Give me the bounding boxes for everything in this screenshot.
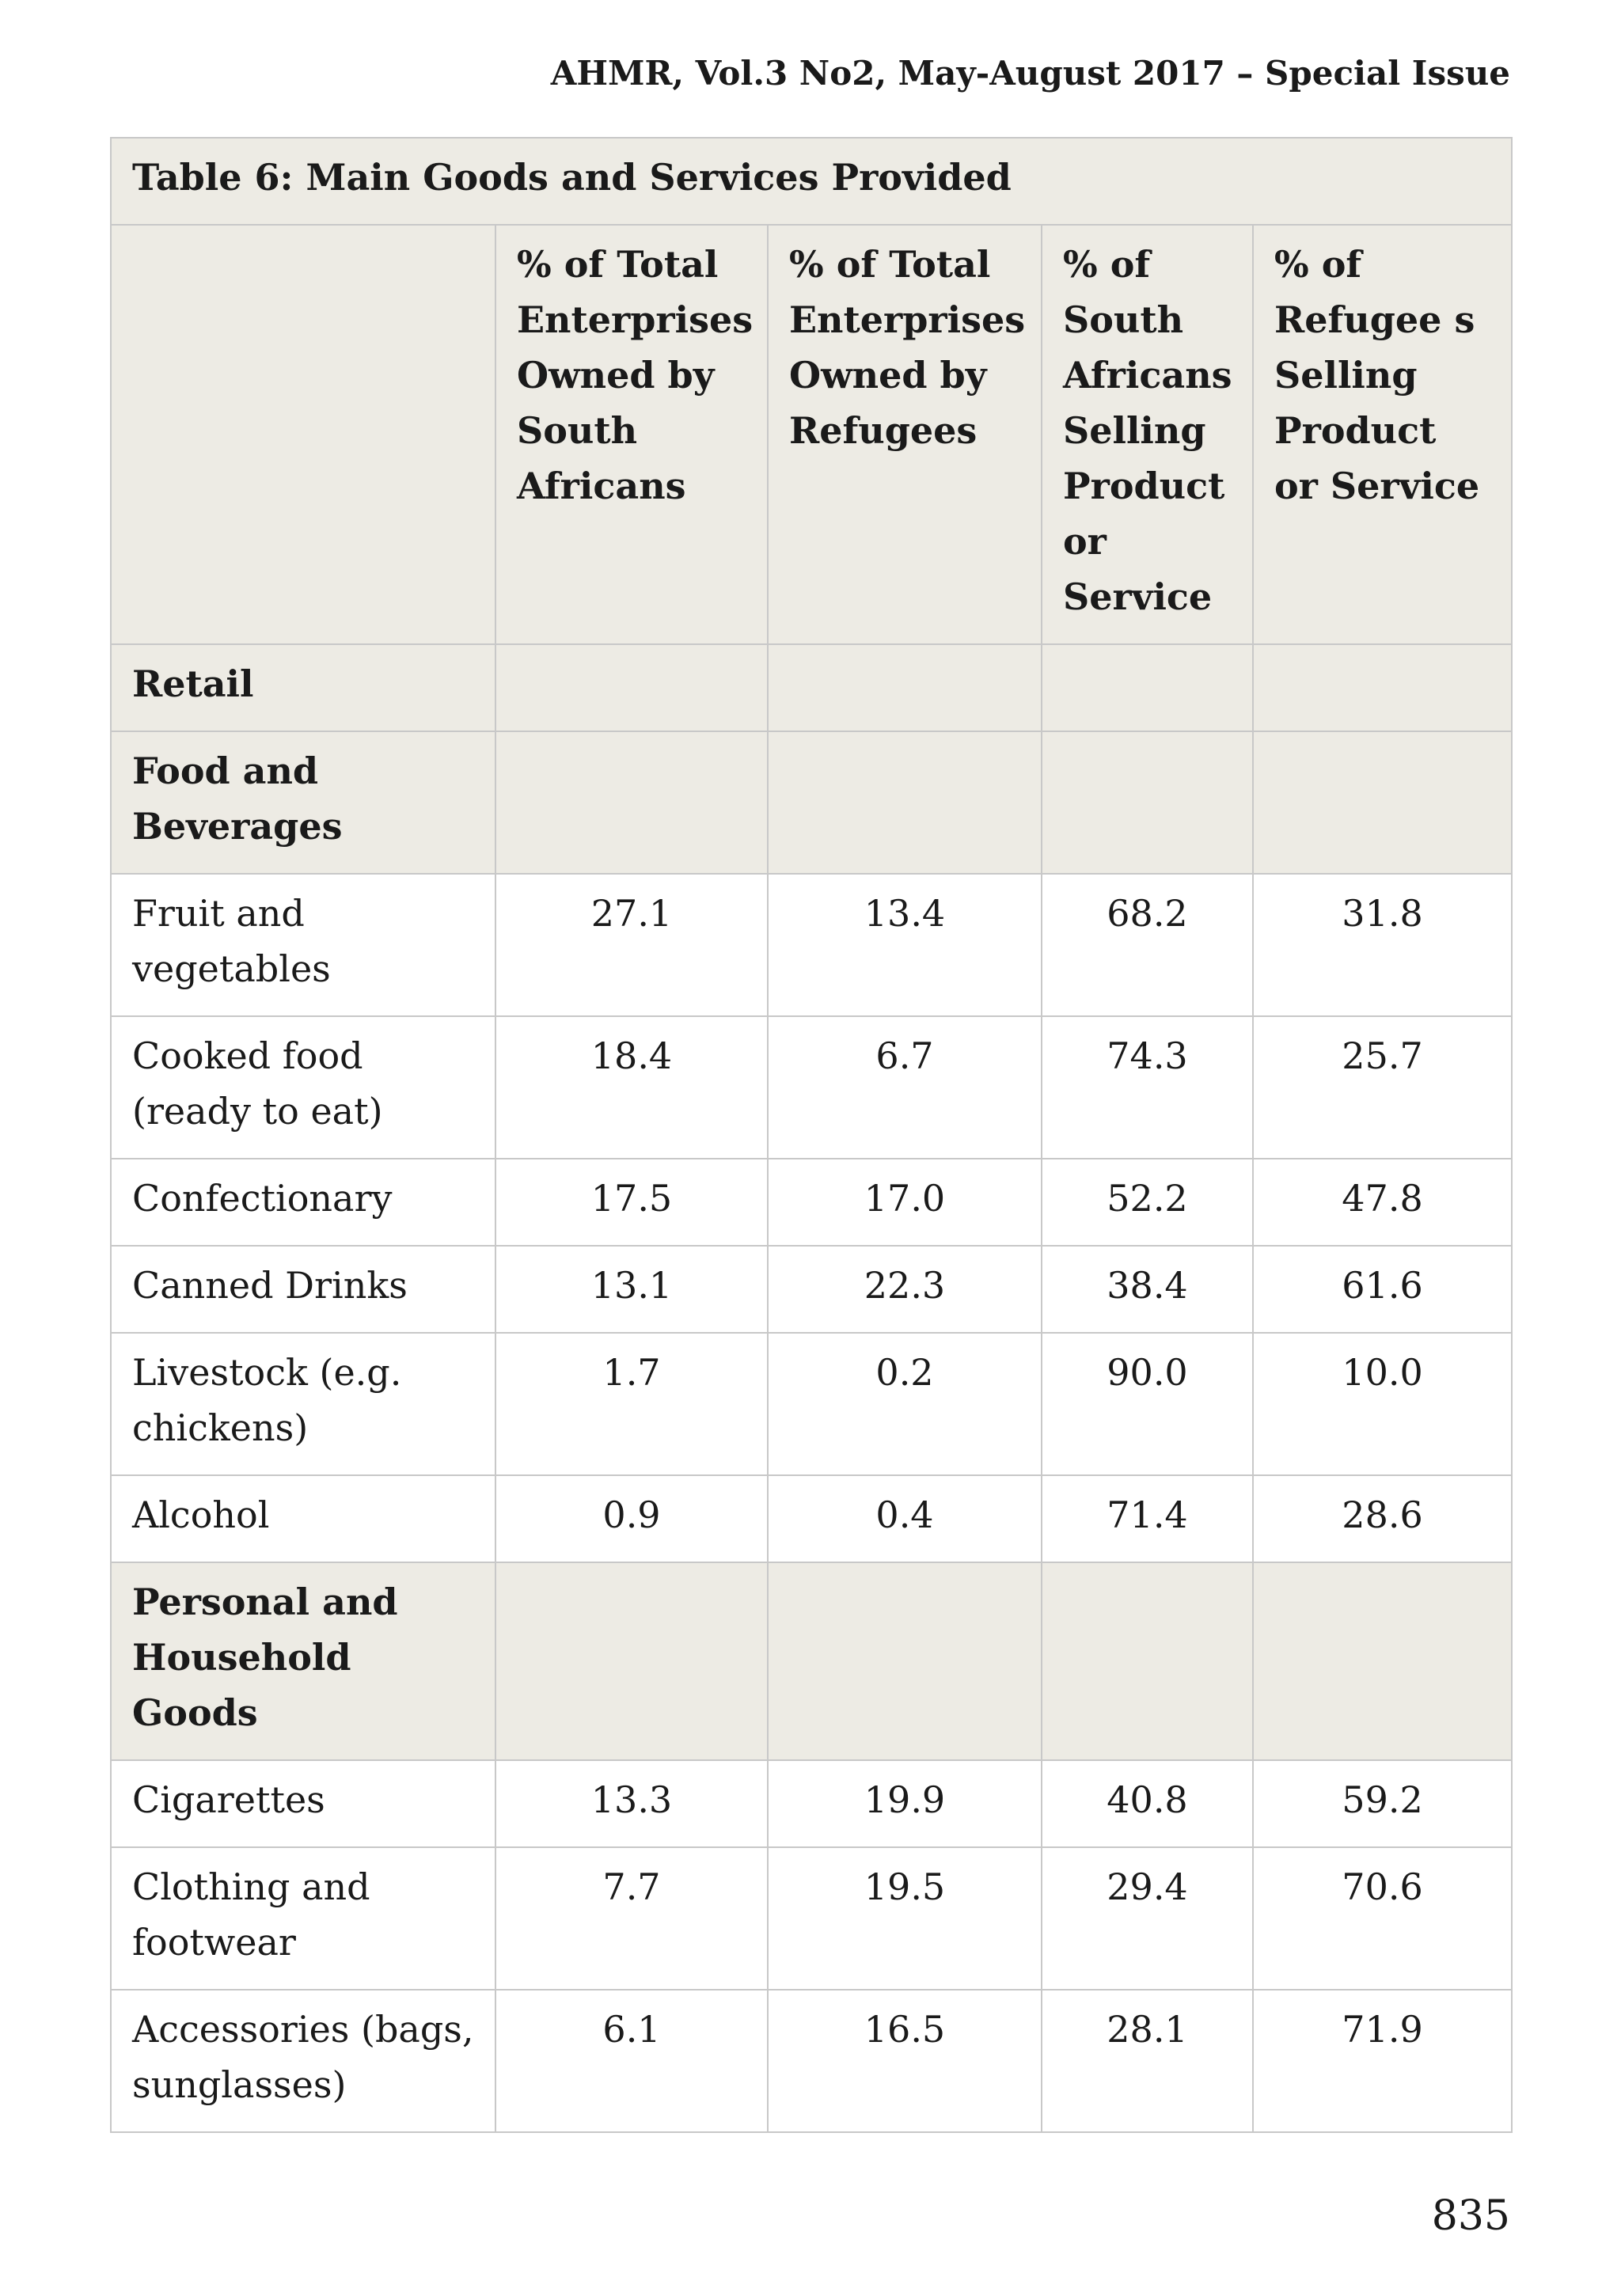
section-row-food: Food and Beverages — [110, 731, 1513, 875]
section-label: Retail — [110, 643, 496, 732]
section-label: Food and Beverages — [110, 731, 496, 875]
page-number: 835 — [1431, 2192, 1510, 2240]
column-header-refugee-owned: % of Total Enterprises Owned by Refugees — [767, 224, 1042, 645]
cell-value: 28.1 — [1041, 1989, 1254, 2133]
table-row: Clothing and footwear 7.7 19.5 29.4 70.6 — [110, 1846, 1513, 1990]
cell-value: 1.7 — [495, 1332, 769, 1476]
cell-value: 18.4 — [495, 1015, 769, 1159]
column-header-refugee-selling: % of Refugee s Selling Product or Servic… — [1251, 224, 1513, 645]
table-caption: Table 6: Main Goods and Services Provide… — [109, 137, 1513, 226]
cell-value: 0.2 — [767, 1332, 1042, 1476]
running-head: AHMR, Vol.3 No2, May-August 2017 – Speci… — [550, 54, 1510, 93]
cell-value: 31.8 — [1251, 873, 1513, 1017]
cell-value: 71.4 — [1041, 1474, 1254, 1563]
section-label: Personal and Household Goods — [110, 1562, 496, 1761]
cell-value: 6.1 — [495, 1989, 769, 2133]
cell-value: 10.0 — [1251, 1332, 1513, 1476]
cell-value: 59.2 — [1251, 1759, 1513, 1848]
cell-value: 70.6 — [1251, 1846, 1513, 1990]
cell-value: 61.6 — [1251, 1245, 1513, 1334]
cell-value: 0.9 — [495, 1474, 769, 1563]
table-row: Canned Drinks 13.1 22.3 38.4 61.6 — [110, 1245, 1513, 1334]
row-label: Fruit and vegetables — [110, 873, 496, 1017]
table-row: Livestock (e.g. chickens) 1.7 0.2 90.0 1… — [110, 1332, 1513, 1476]
table-header-row: % of Total Enterprises Owned by South Af… — [110, 224, 1513, 645]
table-row: Confectionary 17.5 17.0 52.2 47.8 — [110, 1158, 1513, 1247]
row-label: Livestock (e.g. chickens) — [110, 1332, 496, 1476]
row-label: Confectionary — [110, 1158, 496, 1247]
cell-value: 40.8 — [1041, 1759, 1254, 1848]
cell-value: 17.5 — [495, 1158, 769, 1247]
cell-value: 13.1 — [495, 1245, 769, 1334]
cell-value: 25.7 — [1251, 1015, 1513, 1159]
table-row: Fruit and vegetables 27.1 13.4 68.2 31.8 — [110, 873, 1513, 1017]
cell-value: 47.8 — [1251, 1158, 1513, 1247]
cell-value: 17.0 — [767, 1158, 1042, 1247]
cell-value: 74.3 — [1041, 1015, 1254, 1159]
column-header-sa-owned: % of Total Enterprises Owned by South Af… — [495, 224, 769, 645]
cell-value: 13.4 — [767, 873, 1042, 1017]
table-row: Accessories (bags, sunglasses) 6.1 16.5 … — [110, 1989, 1513, 2133]
table-caption-row: Table 6: Main Goods and Services Provide… — [109, 137, 1513, 226]
cell-value: 13.3 — [495, 1759, 769, 1848]
row-label: Alcohol — [110, 1474, 496, 1563]
cell-value: 16.5 — [767, 1989, 1042, 2133]
cell-value: 19.5 — [767, 1846, 1042, 1990]
goods-services-table: Table 6: Main Goods and Services Provide… — [109, 137, 1513, 2133]
column-header-sa-selling: % of South Africans Selling Product or S… — [1041, 224, 1254, 645]
cell-value: 6.7 — [767, 1015, 1042, 1159]
cell-value: 19.9 — [767, 1759, 1042, 1848]
table-row: Cooked food (ready to eat) 18.4 6.7 74.3… — [110, 1015, 1513, 1159]
cell-value: 68.2 — [1041, 873, 1254, 1017]
table-row: Cigarettes 13.3 19.9 40.8 59.2 — [110, 1759, 1513, 1848]
cell-value: 71.9 — [1251, 1989, 1513, 2133]
row-label: Cooked food (ready to eat) — [110, 1015, 496, 1159]
section-row-personal: Personal and Household Goods — [110, 1562, 1513, 1761]
cell-value: 0.4 — [767, 1474, 1042, 1563]
row-label: Clothing and footwear — [110, 1846, 496, 1990]
cell-value: 27.1 — [495, 873, 769, 1017]
cell-value: 90.0 — [1041, 1332, 1254, 1476]
cell-value: 22.3 — [767, 1245, 1042, 1334]
cell-value: 29.4 — [1041, 1846, 1254, 1990]
cell-value: 38.4 — [1041, 1245, 1254, 1334]
cell-value: 28.6 — [1251, 1474, 1513, 1563]
column-header-blank — [110, 224, 496, 645]
cell-value: 52.2 — [1041, 1158, 1254, 1247]
cell-value: 7.7 — [495, 1846, 769, 1990]
row-label: Canned Drinks — [110, 1245, 496, 1334]
section-row-retail: Retail — [110, 643, 1513, 732]
table-row: Alcohol 0.9 0.4 71.4 28.6 — [110, 1474, 1513, 1563]
row-label: Cigarettes — [110, 1759, 496, 1848]
row-label: Accessories (bags, sunglasses) — [110, 1989, 496, 2133]
